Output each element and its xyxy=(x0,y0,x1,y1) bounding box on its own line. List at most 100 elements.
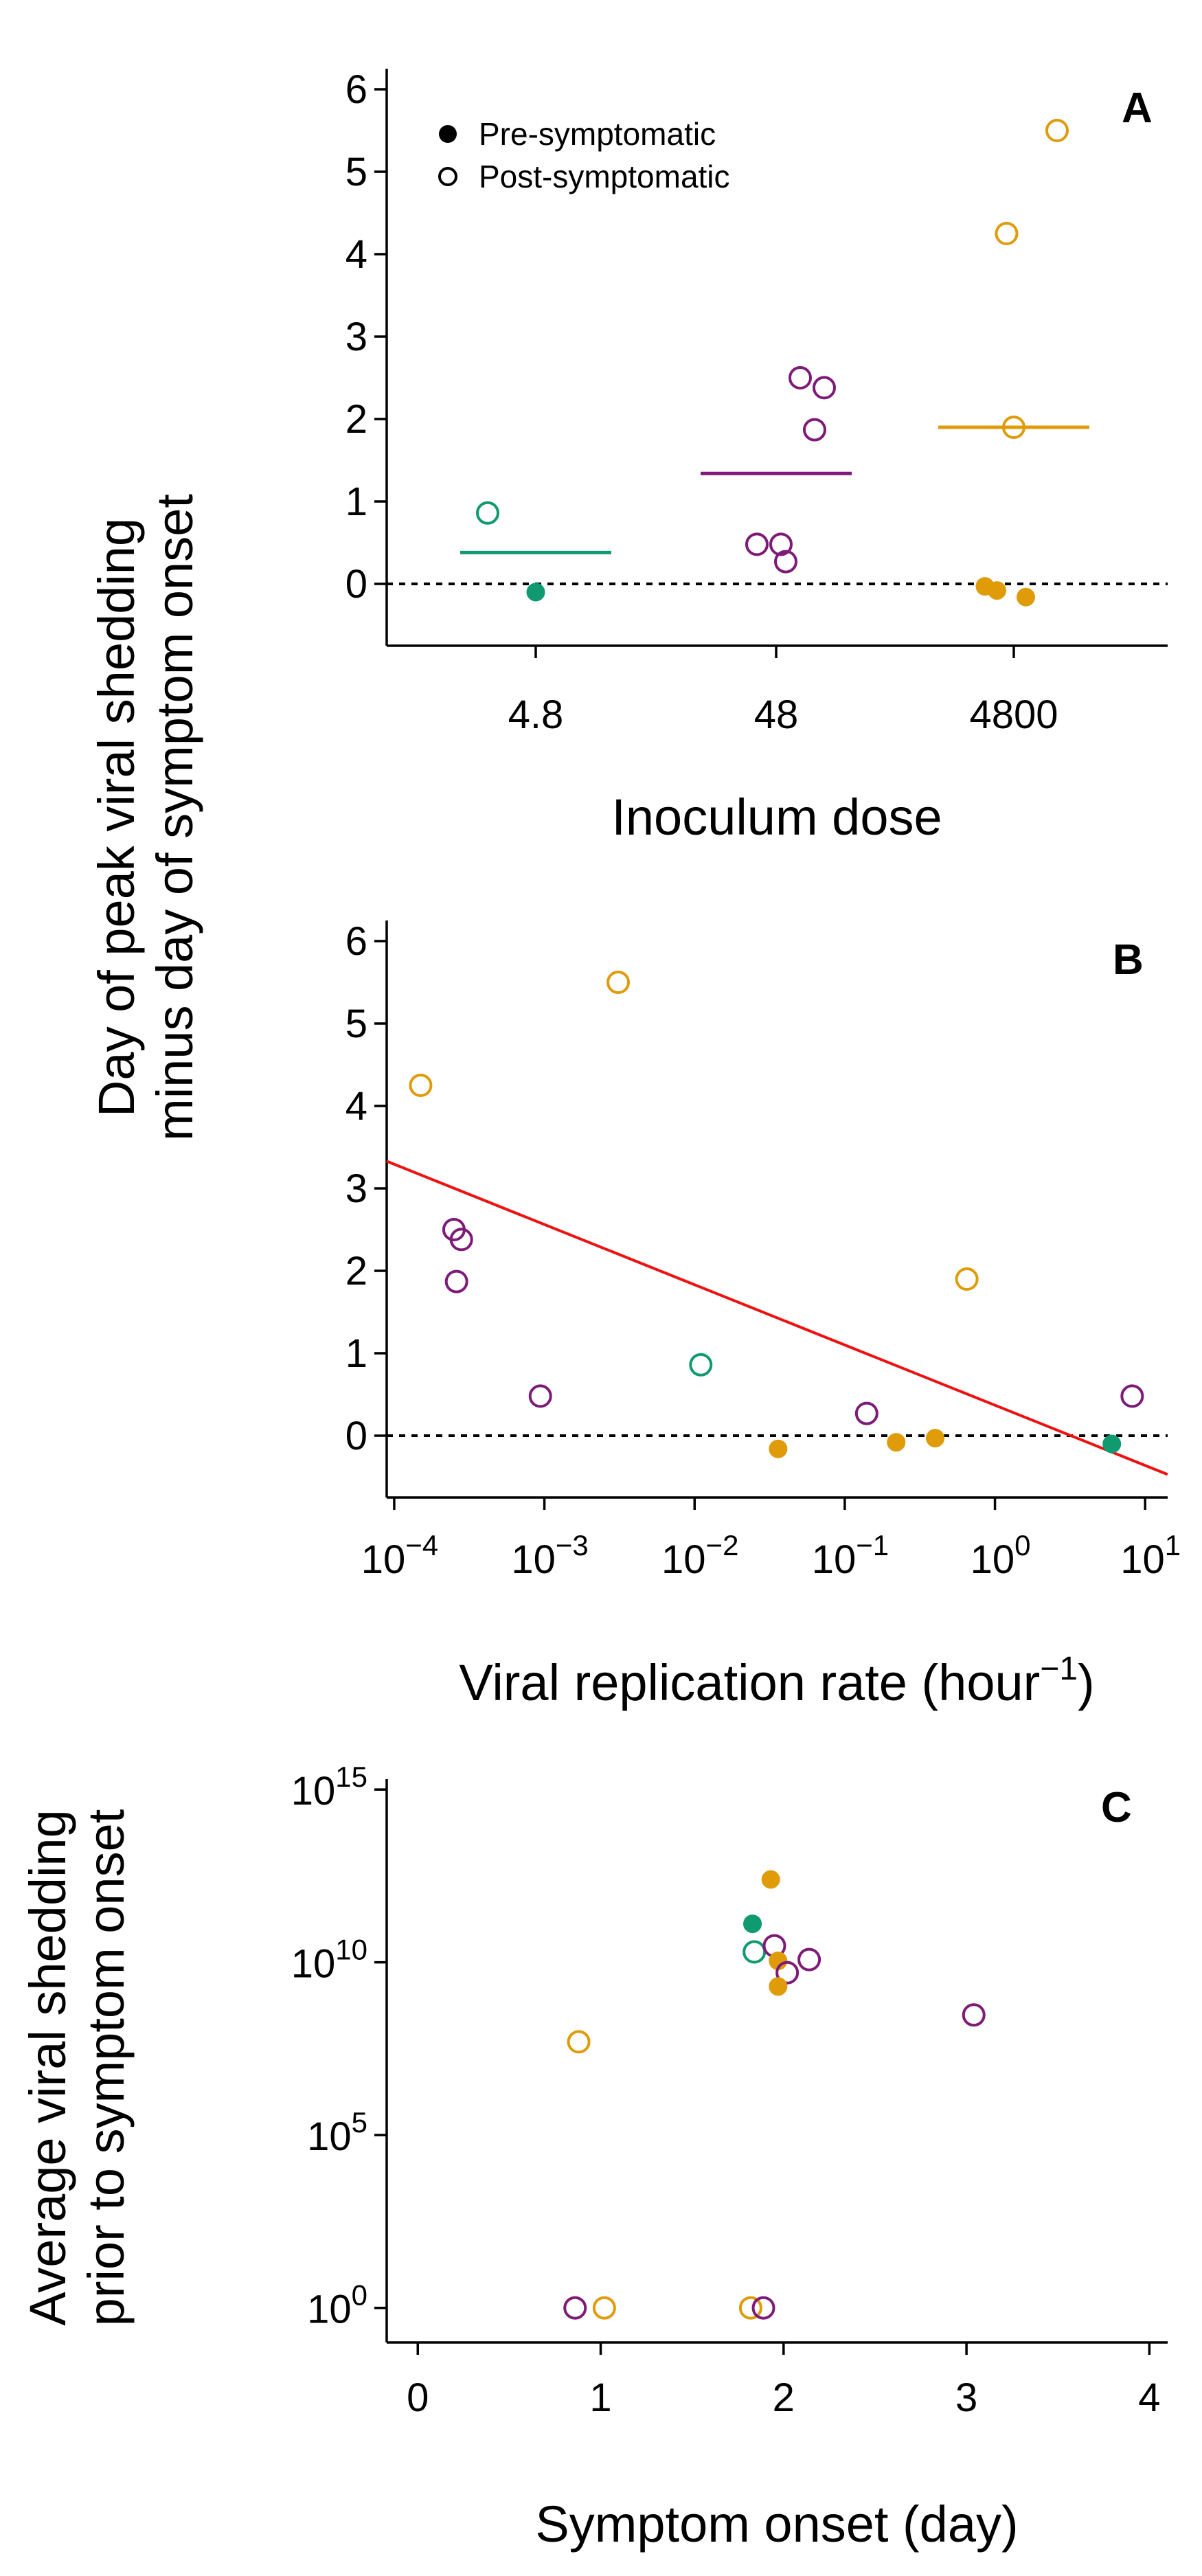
y-tick-label: 2 xyxy=(345,397,367,442)
panel-c-y-ticks: 1015 1010 105 100 xyxy=(291,1761,387,2332)
shared-ylabel-line1: Day of peak viral shedding xyxy=(88,518,145,1117)
x-tick-label: 10−1 xyxy=(812,1529,889,1582)
shared-ylabel-line2: minus day of symptom onset xyxy=(146,494,203,1141)
data-point xyxy=(409,1074,433,1097)
data-point xyxy=(738,2296,762,2320)
x-tick-label: 1 xyxy=(589,2375,611,2420)
data-point xyxy=(592,2296,616,2320)
x-tick-label: 100 xyxy=(971,1529,1031,1582)
data-point xyxy=(803,418,826,442)
x-tick-label: 2 xyxy=(773,2375,795,2420)
data-point xyxy=(774,550,797,574)
data-point xyxy=(887,1433,906,1452)
panel-c-ylabel-line2: prior to symptom onset xyxy=(78,1809,135,2326)
x-tick-label: 48 xyxy=(754,692,799,737)
panel-b-points xyxy=(409,971,1144,1458)
panel-a: 0 1 2 3 4 5 6 4.8 48 4800 A Pre-symptomatic Post… xyxy=(345,67,1168,846)
data-point xyxy=(1017,587,1035,607)
y-tick-label: 100 xyxy=(307,2279,367,2332)
y-tick-label: 3 xyxy=(345,1166,367,1211)
panel-c-xlabel: Symptom onset (day) xyxy=(535,2496,1018,2553)
panel-b-xlabel: Viral replication rate (hour−1) xyxy=(459,1651,1094,1711)
panel-c-axes xyxy=(385,1779,1168,2344)
legend-label-post-symptomatic: Post-symptomatic xyxy=(479,159,730,194)
data-point xyxy=(745,532,769,556)
data-point xyxy=(813,376,836,400)
panel-a-letter: A xyxy=(1122,84,1153,132)
panel-a-median-lines xyxy=(460,425,1089,554)
data-point xyxy=(955,1267,979,1291)
data-point xyxy=(1120,1384,1144,1408)
panel-b-axes xyxy=(385,920,1168,1499)
data-point xyxy=(526,583,545,602)
data-point xyxy=(606,971,631,994)
data-point xyxy=(797,1947,821,1971)
panel-a-y-ticks: 0 1 2 3 4 5 6 xyxy=(345,67,387,607)
panel-b-xlabel-main: Viral replication rate (hour xyxy=(459,1654,1040,1711)
panel-c-points xyxy=(563,1870,986,2320)
y-tick-label: 4 xyxy=(345,1084,367,1129)
panel-b-xlabel-superscript: −1 xyxy=(1040,1651,1078,1687)
panel-a-points xyxy=(476,119,1069,607)
data-point xyxy=(775,1961,800,1985)
x-tick-label: 4.8 xyxy=(508,692,564,737)
panel-b-regression-line xyxy=(386,1160,1168,1476)
x-tick-label: 0 xyxy=(407,2375,429,2420)
y-tick-label: 3 xyxy=(345,315,367,359)
y-tick-label: 1015 xyxy=(291,1761,367,1814)
x-tick-label: 4 xyxy=(1138,2375,1160,2420)
x-tick-label: 10−3 xyxy=(511,1529,588,1582)
data-point xyxy=(926,1429,945,1448)
data-point xyxy=(563,2296,587,2320)
data-point xyxy=(761,1870,780,1889)
data-point xyxy=(449,1228,473,1252)
x-tick-label: 4800 xyxy=(969,692,1058,737)
panel-b: 0 1 2 3 4 5 6 10−4 10−3 10−2 10−1 100 101 B Viral r… xyxy=(345,919,1181,1711)
data-point xyxy=(1002,416,1025,439)
legend-open-marker xyxy=(438,167,457,186)
y-tick-label: 2 xyxy=(345,1249,367,1293)
data-point xyxy=(567,2030,591,2054)
data-point xyxy=(789,366,812,389)
y-tick-label: 5 xyxy=(345,1002,367,1046)
panel-b-xlabel-close: ) xyxy=(1078,1654,1095,1711)
data-point xyxy=(528,1384,552,1408)
y-tick-label: 105 xyxy=(307,2106,367,2159)
legend-label-pre-symptomatic: Pre-symptomatic xyxy=(479,116,716,152)
y-tick-label: 5 xyxy=(345,150,367,194)
panel-c-letter: C xyxy=(1101,1784,1132,1831)
y-tick-label: 1 xyxy=(345,479,367,524)
data-point xyxy=(988,581,1006,600)
data-point xyxy=(1102,1434,1122,1454)
y-tick-label: 6 xyxy=(345,67,367,112)
panel-a-xlabel: Inoculum dose xyxy=(611,789,942,846)
data-point xyxy=(769,532,793,556)
data-point xyxy=(995,222,1019,245)
panel-a-x-ticks: 4.8 48 4800 xyxy=(508,646,1058,737)
y-tick-label: 1010 xyxy=(291,1934,367,1987)
data-point xyxy=(769,1439,788,1458)
y-tick-label: 1 xyxy=(345,1331,367,1376)
panel-b-y-ticks: 0 1 2 3 4 5 6 xyxy=(345,919,387,1458)
panel-b-letter: B xyxy=(1113,936,1144,984)
y-tick-label: 6 xyxy=(345,919,367,964)
panel-c-x-ticks: 0 1 2 3 4 xyxy=(407,2342,1161,2420)
data-point xyxy=(751,2296,775,2320)
panel-b-x-ticks: 10−4 10−3 10−2 10−1 100 101 xyxy=(361,1498,1181,1582)
data-point xyxy=(854,1401,878,1425)
data-point xyxy=(1045,119,1069,142)
x-tick-label: 10−4 xyxy=(361,1529,438,1582)
data-point xyxy=(444,1269,468,1293)
y-tick-label: 4 xyxy=(345,232,367,277)
legend-filled-marker xyxy=(439,125,457,143)
data-point xyxy=(962,2003,986,2027)
data-point xyxy=(476,501,499,525)
y-tick-label: 0 xyxy=(345,562,367,607)
y-tick-label: 0 xyxy=(345,1414,367,1458)
x-tick-label: 10−2 xyxy=(661,1529,738,1582)
panel-c-ylabel-line1: Average viral shedding xyxy=(19,1809,76,2325)
data-point xyxy=(743,1914,762,1934)
x-tick-label: 101 xyxy=(1120,1529,1181,1582)
data-point xyxy=(769,1977,788,1996)
